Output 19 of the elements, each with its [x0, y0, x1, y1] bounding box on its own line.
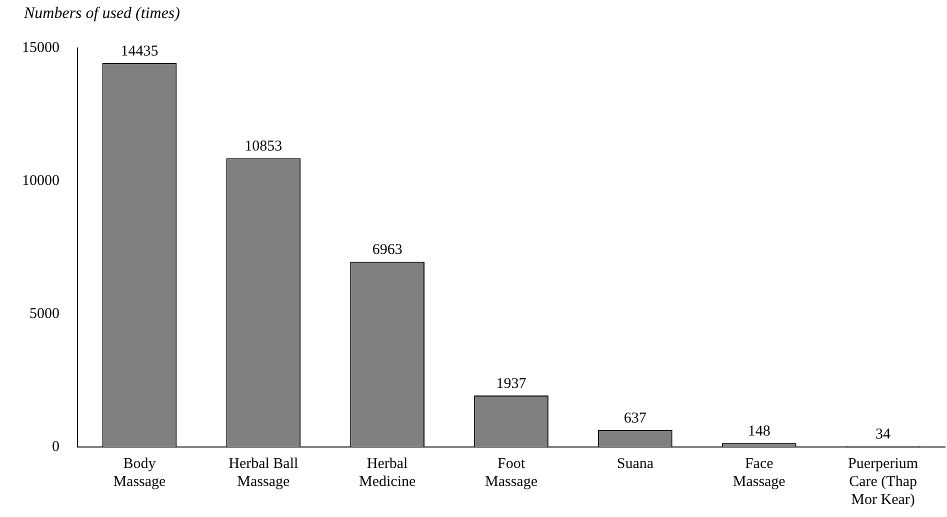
x-tick-label: Foot Massage: [485, 456, 538, 490]
y-tick-label: 10000: [22, 172, 60, 189]
data-label: 14435: [120, 43, 158, 60]
data-label: 10853: [244, 138, 282, 155]
data-label: 148: [748, 424, 770, 440]
x-tick-label: Face Massage: [732, 456, 786, 490]
y-tick-label: 15000: [22, 40, 60, 56]
x-tick-label: Herbal Ball Massage: [228, 456, 298, 490]
x-tick-label: Suana: [616, 456, 654, 472]
x-tick-label: Herbal Medicine: [358, 456, 416, 490]
y-axis-title: Numbers of used (times): [23, 5, 180, 22]
y-tick-label: 0: [52, 438, 60, 455]
x-tick-label: Puerperium Care (Thap Mor Kear): [848, 456, 918, 508]
data-label: 1937: [496, 376, 527, 392]
y-tick-label: 5000: [30, 306, 60, 322]
data-label: 637: [624, 410, 647, 426]
x-tick-label: Body Massage: [113, 456, 166, 490]
data-label: 6963: [372, 242, 402, 258]
data-label: 34: [876, 426, 892, 443]
